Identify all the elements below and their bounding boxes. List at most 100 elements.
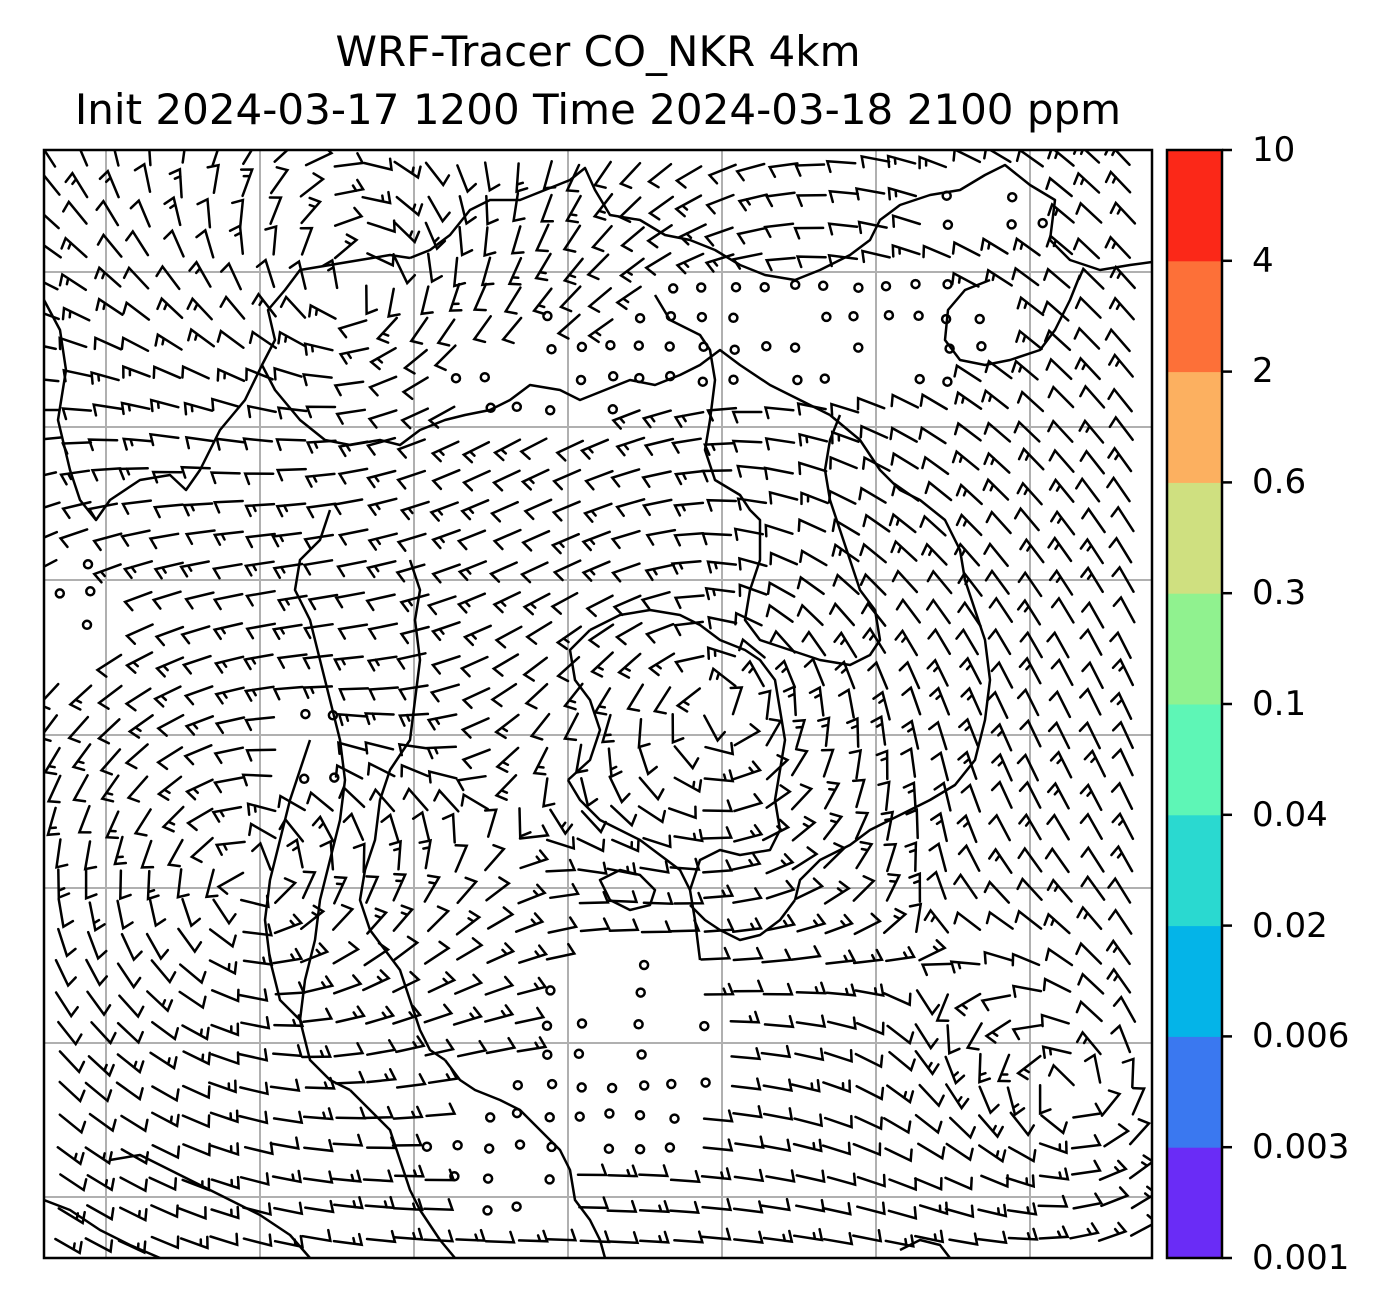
wind-barb [930, 750, 950, 782]
wind-barb [612, 594, 642, 617]
wind-barb [792, 1227, 824, 1242]
wind-barb [427, 195, 451, 224]
calm-wind-marker [482, 1205, 493, 1216]
wind-barb [764, 191, 796, 208]
wind-barb [149, 1051, 178, 1071]
wind-barb [736, 497, 768, 511]
calm-wind-marker [85, 586, 96, 597]
wind-barb [244, 716, 276, 732]
wind-barb [638, 746, 658, 777]
wind-barb [90, 370, 120, 385]
wind-barb [1079, 782, 1103, 812]
wind-barb [988, 813, 1011, 842]
wind-barb [607, 1164, 639, 1178]
wind-barb [890, 451, 919, 470]
wind-barb [206, 163, 221, 195]
wind-barb [703, 714, 727, 743]
wind-barb [883, 842, 898, 873]
wind-barb [817, 716, 831, 747]
calm-wind-marker [700, 1077, 711, 1088]
wind-barbs [44, 150, 1152, 1255]
wind-barb [949, 960, 981, 974]
wind-barb [854, 186, 886, 201]
wind-barb [209, 1232, 239, 1247]
wind-barb [486, 906, 515, 930]
wind-barb [212, 592, 244, 611]
calm-wind-marker [541, 1020, 553, 1032]
wind-barb [758, 689, 772, 721]
wind-barb [524, 682, 549, 710]
wind-barb [890, 539, 918, 562]
wind-barb [983, 879, 1011, 904]
wind-barb [161, 805, 185, 833]
wind-barb [400, 763, 430, 778]
wind-barb [242, 1233, 273, 1248]
wind-barb [875, 749, 889, 781]
wind-barb [1069, 1222, 1100, 1240]
wind-barb [333, 875, 348, 905]
wind-barb [1014, 909, 1043, 930]
calm-wind-marker [479, 371, 491, 383]
wind-barb [985, 910, 1014, 930]
wind-barb [1075, 999, 1103, 1023]
calm-wind-marker [1037, 217, 1048, 229]
wind-barb [1081, 660, 1104, 690]
colorbar-label-2: 2 [1252, 351, 1274, 391]
wind-barb [929, 686, 951, 716]
wind-barb [57, 1207, 86, 1226]
wind-barb [301, 870, 317, 900]
wind-barb [825, 159, 857, 174]
wind-barb [905, 808, 919, 840]
wind-barb [455, 910, 482, 936]
wind-barb [790, 783, 814, 811]
map-title-line1: WRF-Tracer CO_NKR 4km [335, 27, 861, 76]
wind-barb [923, 908, 950, 934]
wind-barb [392, 872, 408, 902]
wind-barb [641, 470, 672, 488]
wind-barb [342, 811, 365, 841]
wind-barb [59, 469, 91, 486]
wind-barb [485, 876, 512, 902]
wind-barb [886, 154, 917, 169]
wind-barb [643, 437, 675, 456]
wind-barb [926, 658, 949, 687]
wind-barb [484, 843, 506, 872]
wind-barb [765, 853, 795, 875]
wind-barb [638, 1200, 670, 1214]
wind-barb [273, 1014, 305, 1028]
calm-wind-marker [664, 1142, 676, 1153]
wind-barb [302, 622, 334, 640]
calm-wind-marker [603, 1143, 615, 1155]
wind-barb [983, 421, 1012, 443]
wind-barb [1079, 812, 1103, 840]
wind-barb [673, 501, 705, 517]
wind-barb [426, 905, 451, 933]
wind-barb [822, 812, 844, 841]
wind-barb [44, 682, 60, 711]
wind-barb [126, 775, 149, 803]
wind-barb [617, 196, 642, 224]
wind-barb [919, 514, 947, 537]
calm-wind-marker [821, 311, 832, 323]
wind-barb [642, 834, 672, 849]
wind-barb [460, 499, 490, 521]
wind-barb [576, 837, 606, 853]
wind-barb [269, 1078, 301, 1092]
wind-barb [795, 877, 825, 900]
wind-barb [703, 441, 735, 456]
wind-barb [286, 837, 304, 869]
wind-barb [204, 868, 219, 899]
calm-wind-marker [638, 1080, 650, 1091]
wind-barb [1013, 506, 1040, 532]
wind-barb [92, 563, 122, 584]
wind-barb [610, 529, 641, 550]
wind-barb [1111, 720, 1134, 750]
wind-barb [600, 713, 615, 744]
wind-barb [764, 256, 796, 272]
wind-barb [94, 265, 122, 288]
wind-barb [953, 542, 981, 567]
wind-barb [88, 901, 106, 933]
colorbar-label-0-6: 0.6 [1252, 462, 1307, 502]
wind-barb [882, 992, 912, 1007]
wind-barb [825, 949, 857, 965]
